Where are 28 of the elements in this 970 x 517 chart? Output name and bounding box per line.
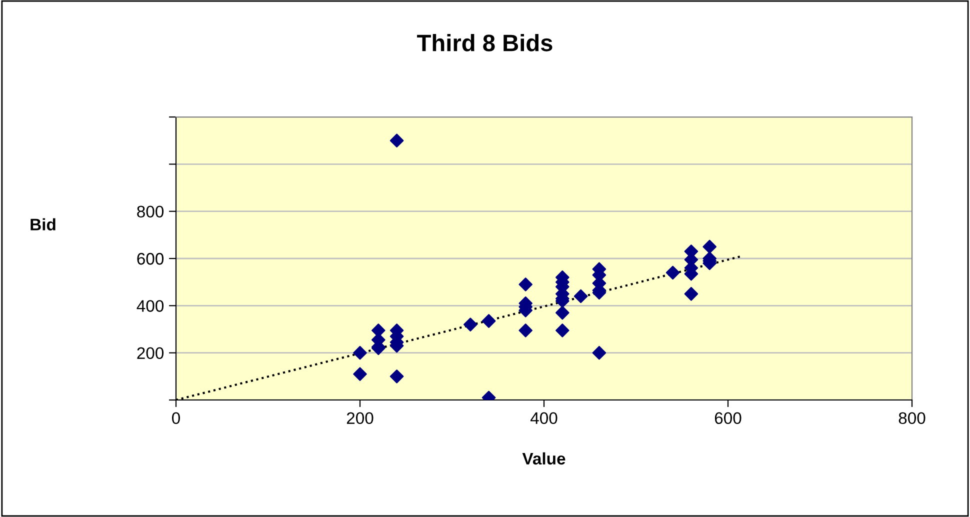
point	[353, 346, 367, 360]
x-tick-label: 200	[346, 412, 374, 424]
point	[592, 346, 606, 360]
point	[555, 324, 570, 338]
point	[482, 314, 496, 328]
point	[390, 370, 404, 384]
point	[390, 134, 404, 148]
point	[518, 324, 533, 338]
y-axis-title: Bid	[30, 218, 56, 230]
x-axis-title: Value	[522, 452, 566, 465]
y-tick-label: 400	[136, 300, 164, 312]
y-tick-label: 600	[137, 252, 164, 265]
point	[574, 289, 588, 304]
x-tick-label: 400	[530, 412, 558, 424]
point	[702, 240, 717, 254]
point	[684, 286, 698, 301]
x-tick-label: 0	[172, 412, 180, 424]
x-tick-label: 800	[898, 412, 926, 424]
y-tick-label: 800	[137, 206, 164, 218]
point	[555, 306, 570, 320]
point	[463, 318, 478, 332]
point	[666, 266, 680, 280]
y-tick-label: 200	[137, 347, 164, 360]
chart-title: Third 8 Bids	[417, 34, 552, 52]
x-tick-label: 600	[714, 412, 742, 424]
point	[353, 367, 367, 381]
point	[371, 324, 386, 338]
point	[518, 278, 533, 292]
